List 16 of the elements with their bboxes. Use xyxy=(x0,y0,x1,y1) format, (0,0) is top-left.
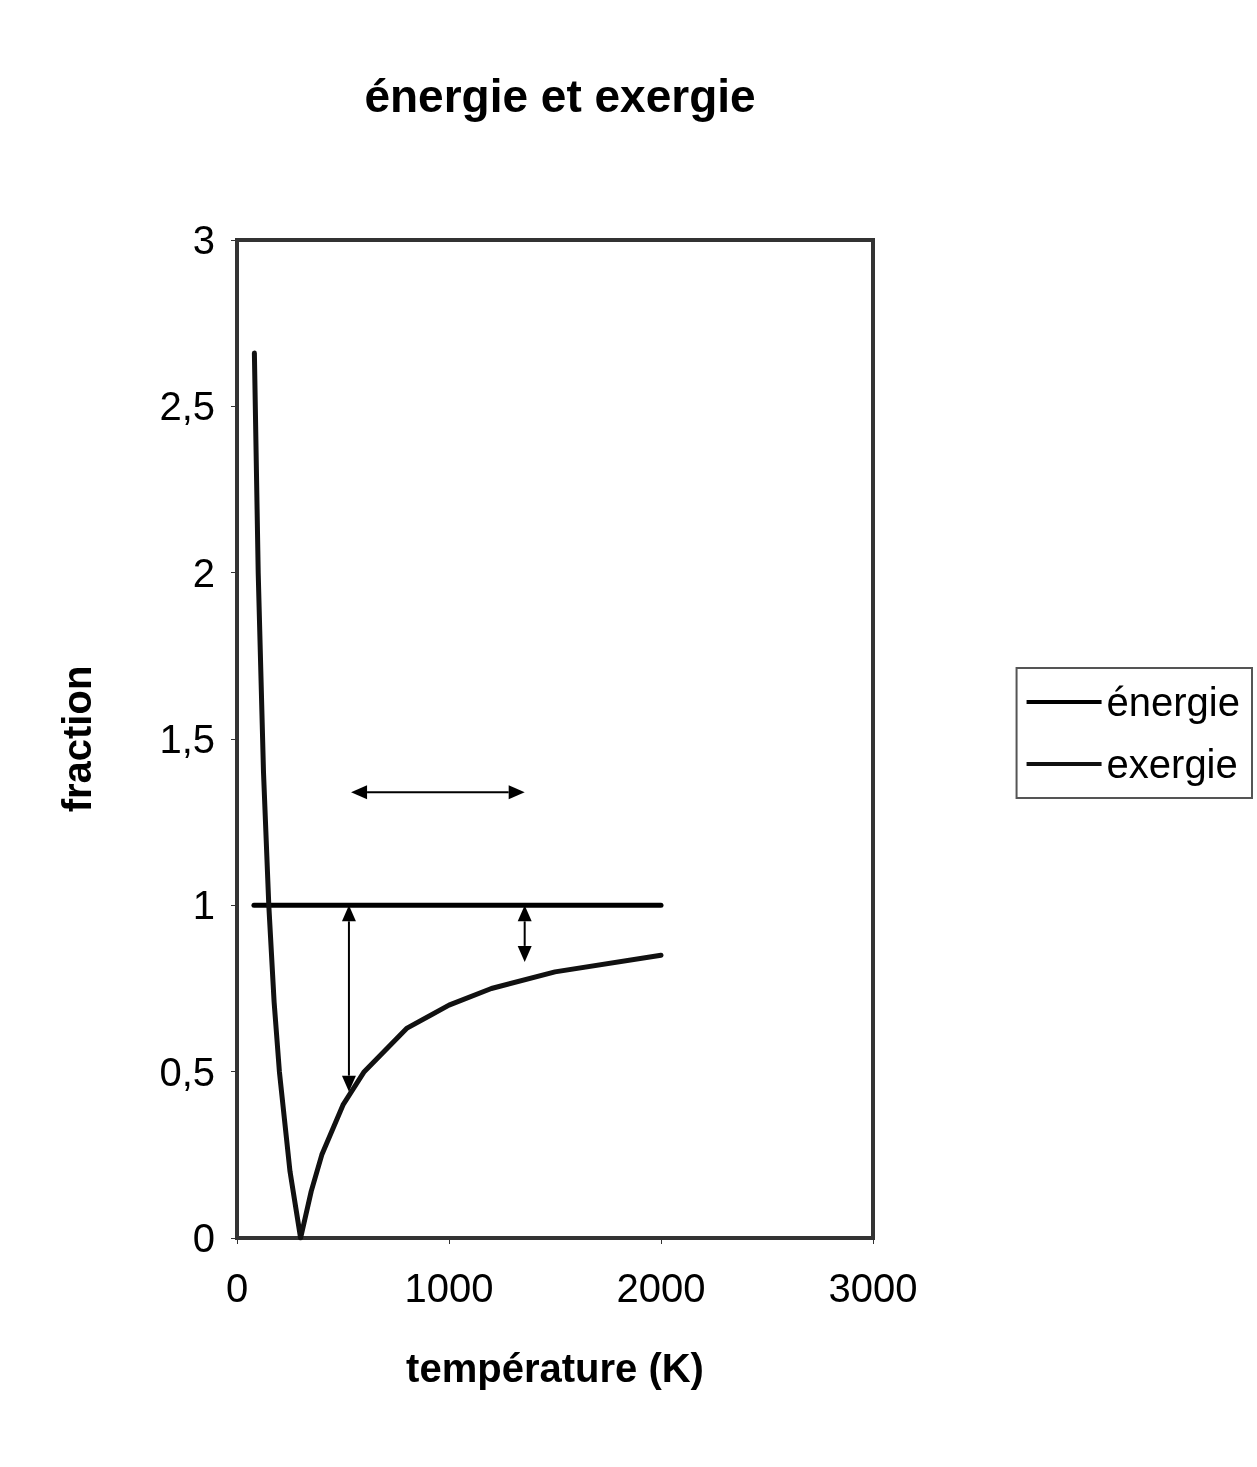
y-tick-label: 0,5 xyxy=(159,1049,215,1094)
y-tick-label: 2 xyxy=(192,550,215,595)
y-axis-title: fraction xyxy=(55,665,99,813)
y-tick-label: 2,5 xyxy=(159,384,215,429)
y-tick-label: 1,5 xyxy=(159,717,215,761)
y-tick-label: 3 xyxy=(192,218,215,262)
y-tick-label: 0 xyxy=(192,1216,215,1260)
legend-label: énergie xyxy=(1106,680,1240,724)
x-tick-label: 2000 xyxy=(616,1266,706,1310)
legend-label: exergie xyxy=(1106,742,1238,786)
x-tick-label: 3000 xyxy=(828,1266,918,1310)
chart-title: énergie et exergie xyxy=(364,70,756,122)
x-axis-title: température (K) xyxy=(406,1346,704,1390)
x-tick-label: 0 xyxy=(225,1266,249,1310)
y-tick-label: 1 xyxy=(192,883,215,928)
x-tick-label: 1000 xyxy=(404,1266,494,1310)
